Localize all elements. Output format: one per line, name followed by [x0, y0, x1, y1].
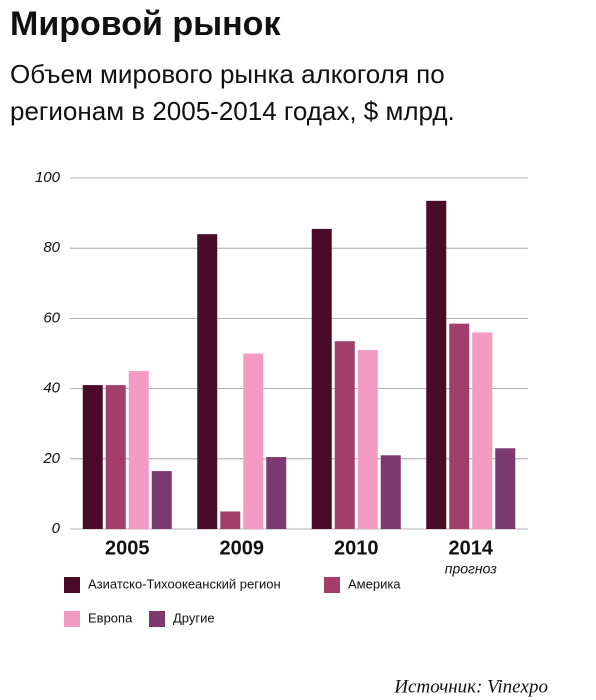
bar	[243, 353, 264, 529]
y-tick-label: 40	[43, 380, 60, 397]
bar	[426, 200, 447, 529]
bar	[197, 234, 218, 529]
x-tick-label: 2014	[449, 537, 494, 559]
chart-subtitle: регионам в 2005-2014 годах, $ млрд.	[10, 96, 455, 126]
bar	[380, 455, 401, 529]
legend-swatch	[64, 577, 80, 593]
legend-label: Америка	[348, 576, 401, 591]
x-tick-label: 2010	[334, 537, 379, 559]
legend-label: Европа	[88, 610, 133, 625]
bar	[105, 385, 126, 529]
x-tick-label: 2005	[105, 537, 150, 559]
bar	[220, 511, 241, 529]
source: Источник: Vinexpo	[393, 676, 548, 697]
y-tick-label: 0	[52, 520, 61, 537]
bar	[334, 341, 355, 529]
category-note: прогноз	[445, 561, 498, 577]
bar	[128, 371, 149, 529]
bar	[311, 228, 332, 529]
bar	[495, 448, 516, 529]
legend-label: Другие	[173, 610, 215, 625]
chart-title: Мировой рынок	[10, 5, 281, 43]
y-tick-label: 60	[43, 309, 60, 326]
y-tick-label: 80	[43, 239, 60, 256]
x-tick-label: 2009	[220, 537, 265, 559]
legend-label: Азиатско-Тихоокеанский регион	[88, 576, 281, 591]
y-tick-label: 100	[35, 169, 61, 186]
bar	[82, 385, 103, 529]
y-tick-label: 20	[42, 450, 60, 467]
legend-swatch	[149, 611, 165, 627]
bar	[266, 457, 287, 529]
bar	[151, 471, 172, 529]
chart-subtitle: Объем мирового рынка алкоголя по	[10, 59, 445, 89]
bar	[472, 332, 493, 529]
bar	[357, 349, 378, 529]
legend-swatch	[64, 611, 80, 627]
bar	[449, 323, 470, 529]
legend-swatch	[324, 577, 340, 593]
